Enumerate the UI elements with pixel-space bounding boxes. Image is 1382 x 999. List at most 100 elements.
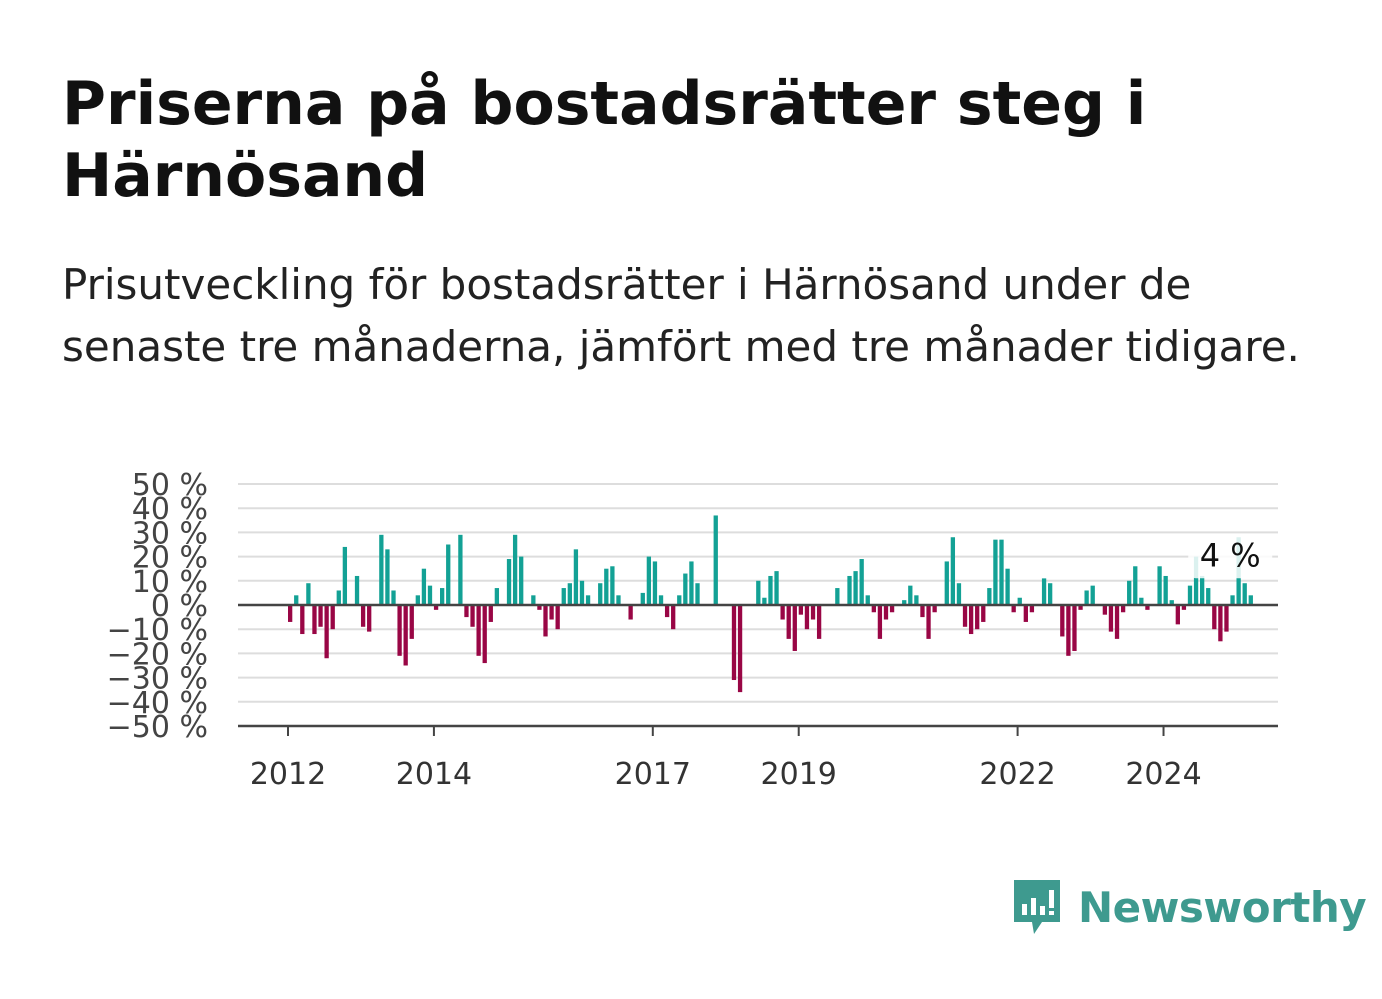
axes	[238, 603, 1278, 728]
bar	[877, 605, 883, 639]
bar	[756, 580, 761, 605]
bar	[1181, 605, 1187, 610]
y-tick-label: −30 %	[107, 662, 208, 697]
bar	[1224, 605, 1229, 632]
bar	[689, 561, 694, 605]
newsworthy-logo: Newsworthy	[1010, 876, 1367, 938]
bar	[440, 588, 445, 605]
bar	[1200, 575, 1205, 605]
bar	[561, 588, 566, 605]
bar	[367, 605, 372, 632]
bar	[1157, 566, 1162, 605]
bar	[318, 605, 323, 627]
bar	[385, 549, 390, 605]
bar	[1175, 605, 1180, 625]
bar	[403, 605, 408, 666]
bar	[737, 605, 743, 693]
x-tick-label: 2012	[250, 757, 326, 792]
y-axis-tick-labels: 50 %40 %30 %20 %10 %0 %−10 %−20 %−30 %−4…	[107, 468, 208, 745]
chart-title: Priserna på bostadsrätter steg i Härnösa…	[62, 69, 1147, 211]
bar	[1120, 605, 1126, 613]
bar	[567, 583, 572, 605]
bar	[774, 571, 779, 605]
bar	[1163, 575, 1168, 605]
bar	[342, 546, 348, 605]
x-tick-label: 2017	[615, 757, 691, 792]
bar	[883, 605, 889, 620]
bar	[427, 585, 433, 605]
bar	[889, 605, 895, 613]
bar	[1127, 580, 1132, 605]
y-tick-label: 40 %	[132, 492, 208, 527]
bar	[573, 549, 579, 605]
bar	[531, 595, 536, 605]
bar	[1218, 605, 1223, 642]
bar	[975, 605, 980, 630]
bar	[1078, 605, 1083, 610]
annotation: 4 %	[1188, 534, 1273, 579]
bar	[816, 605, 822, 639]
bar	[512, 534, 518, 605]
bar	[549, 605, 554, 620]
bar	[1169, 600, 1174, 605]
bar	[920, 605, 925, 618]
y-tick-label: −40 %	[107, 686, 208, 721]
chart-subtitle: Prisutveckling för bostadsrätter i Härnö…	[62, 260, 1300, 371]
annotation-background	[1188, 534, 1273, 579]
annotation-label: 4 %	[1200, 536, 1261, 574]
bar	[640, 592, 645, 605]
bar	[804, 605, 810, 630]
y-tick-label: 20 %	[132, 541, 208, 576]
bar	[944, 561, 949, 605]
bar	[628, 605, 633, 620]
bar	[677, 595, 682, 605]
bar	[288, 605, 293, 622]
bar	[646, 556, 652, 605]
bar	[537, 605, 542, 610]
bar	[853, 571, 858, 605]
bar	[810, 605, 816, 620]
bar	[585, 595, 591, 605]
x-tick-label: 2014	[396, 757, 472, 792]
bar	[981, 605, 986, 622]
bar	[847, 575, 852, 605]
bar	[1048, 583, 1053, 605]
bar	[1011, 605, 1016, 613]
bar	[968, 605, 974, 635]
y-tick-label: 10 %	[132, 565, 208, 600]
brand-name: Newsworthy	[1078, 882, 1367, 932]
bar	[1060, 605, 1065, 637]
bar	[446, 544, 451, 605]
bar	[579, 580, 585, 605]
bar	[397, 605, 402, 656]
bar	[294, 595, 299, 605]
bar	[695, 583, 700, 605]
bar	[1017, 597, 1022, 605]
bar	[336, 590, 341, 605]
bar	[1005, 568, 1010, 605]
bar	[421, 568, 427, 605]
bar	[1145, 605, 1150, 610]
bar	[950, 537, 956, 605]
bar	[494, 588, 500, 605]
x-tick-label: 2019	[761, 757, 837, 792]
y-tick-label: −20 %	[107, 637, 208, 672]
bar	[555, 605, 560, 630]
y-tick-label: −50 %	[107, 710, 208, 745]
bar	[1212, 605, 1217, 630]
bar	[713, 515, 718, 605]
y-tick-label: 0 %	[151, 589, 208, 624]
bar	[908, 585, 913, 605]
bar	[543, 605, 548, 637]
bar	[902, 600, 907, 605]
bar	[1242, 583, 1247, 605]
bar	[464, 605, 469, 618]
bar	[1029, 605, 1035, 613]
bar	[999, 539, 1004, 605]
bar	[786, 605, 791, 639]
bar	[476, 605, 481, 656]
bar	[409, 605, 414, 639]
bar	[664, 605, 670, 618]
bar	[768, 575, 773, 605]
bar	[1090, 585, 1095, 605]
